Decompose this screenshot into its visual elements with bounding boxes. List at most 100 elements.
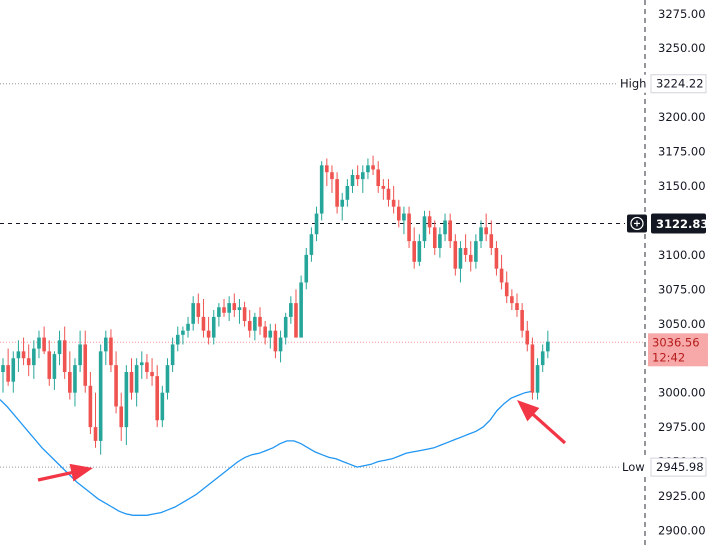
candle [417, 234, 422, 266]
candle-body [535, 365, 540, 393]
candle [325, 158, 329, 187]
candle-body [453, 241, 458, 269]
candle-body [504, 282, 509, 297]
candle-body [489, 234, 494, 249]
candle [371, 155, 375, 175]
candle-body [32, 348, 36, 366]
candle-body [299, 282, 303, 338]
candle [253, 312, 257, 341]
candle [396, 199, 401, 228]
candle [68, 351, 72, 400]
candle-body [402, 213, 406, 221]
candle [376, 161, 381, 193]
candle [474, 234, 478, 269]
candle [340, 192, 345, 221]
candle-body [124, 372, 129, 428]
candle-body [227, 303, 231, 313]
candle [499, 254, 504, 290]
candle-body [104, 337, 108, 352]
candle-body [62, 340, 67, 373]
candle [145, 354, 149, 379]
high-value-tag [650, 74, 707, 94]
crosshair-price: 3122.83 [656, 217, 708, 231]
candle [350, 169, 355, 193]
candle [6, 348, 10, 386]
candle [520, 303, 524, 338]
candle-body [381, 186, 386, 189]
candle [366, 158, 370, 180]
candle-body [304, 254, 309, 283]
candle-body [6, 365, 10, 382]
candle [83, 330, 88, 393]
candle [448, 213, 452, 249]
candle [489, 220, 494, 255]
candle [47, 340, 52, 386]
candle [309, 227, 314, 262]
candle [263, 321, 267, 345]
candle-body [427, 216, 432, 228]
y-tick-label: 3175.00 [658, 145, 706, 159]
candle-body [314, 213, 319, 235]
candle-body [150, 372, 154, 377]
candle [289, 296, 293, 324]
candle-body [175, 334, 180, 345]
candle-body [371, 165, 375, 170]
candle-body [268, 330, 273, 338]
candle [155, 365, 159, 428]
candle [427, 210, 432, 235]
candle [412, 227, 416, 269]
candle-body [278, 337, 283, 352]
candle [124, 365, 129, 446]
candle [247, 310, 252, 338]
candle [484, 213, 488, 242]
candle-body [330, 172, 334, 180]
candle-body [484, 227, 488, 235]
candle-body [11, 358, 16, 382]
candle [386, 179, 391, 207]
candle [540, 344, 545, 373]
candle [26, 344, 31, 377]
candle-body [247, 321, 252, 331]
candle [237, 298, 242, 324]
candle [494, 241, 499, 276]
candle-body [170, 344, 175, 366]
candle-body [289, 303, 293, 317]
candle [468, 241, 473, 272]
candle [227, 296, 231, 322]
candle [181, 326, 185, 345]
candle-body [355, 174, 360, 180]
candle-body [479, 227, 483, 242]
candle-body [98, 351, 103, 441]
candle [273, 323, 278, 359]
candle-body [68, 372, 72, 393]
candle [479, 220, 483, 249]
candle [438, 227, 442, 258]
candle-body [211, 316, 216, 338]
candle [407, 206, 411, 249]
candle-body [546, 341, 550, 352]
candle [304, 248, 309, 290]
high-label-bg [618, 74, 646, 93]
arrow-shape [37, 463, 93, 482]
candle-body [191, 303, 195, 324]
candle-body [520, 310, 524, 331]
bar-countdown: 12:42 [652, 350, 685, 364]
candle [463, 234, 468, 262]
candle [160, 385, 165, 428]
y-tick-label: 3100.00 [658, 248, 706, 262]
candle-body [47, 351, 52, 379]
candle-body [499, 268, 504, 283]
candle [217, 303, 221, 327]
candle-body [237, 307, 242, 311]
candle [232, 293, 237, 317]
candle-body [474, 241, 478, 262]
y-tick-label: 2900.00 [658, 523, 706, 537]
moving-average-line [0, 390, 533, 516]
candle-body [206, 330, 211, 338]
candle-body [417, 241, 422, 262]
candle-body [309, 234, 314, 255]
moving-average [0, 390, 533, 516]
